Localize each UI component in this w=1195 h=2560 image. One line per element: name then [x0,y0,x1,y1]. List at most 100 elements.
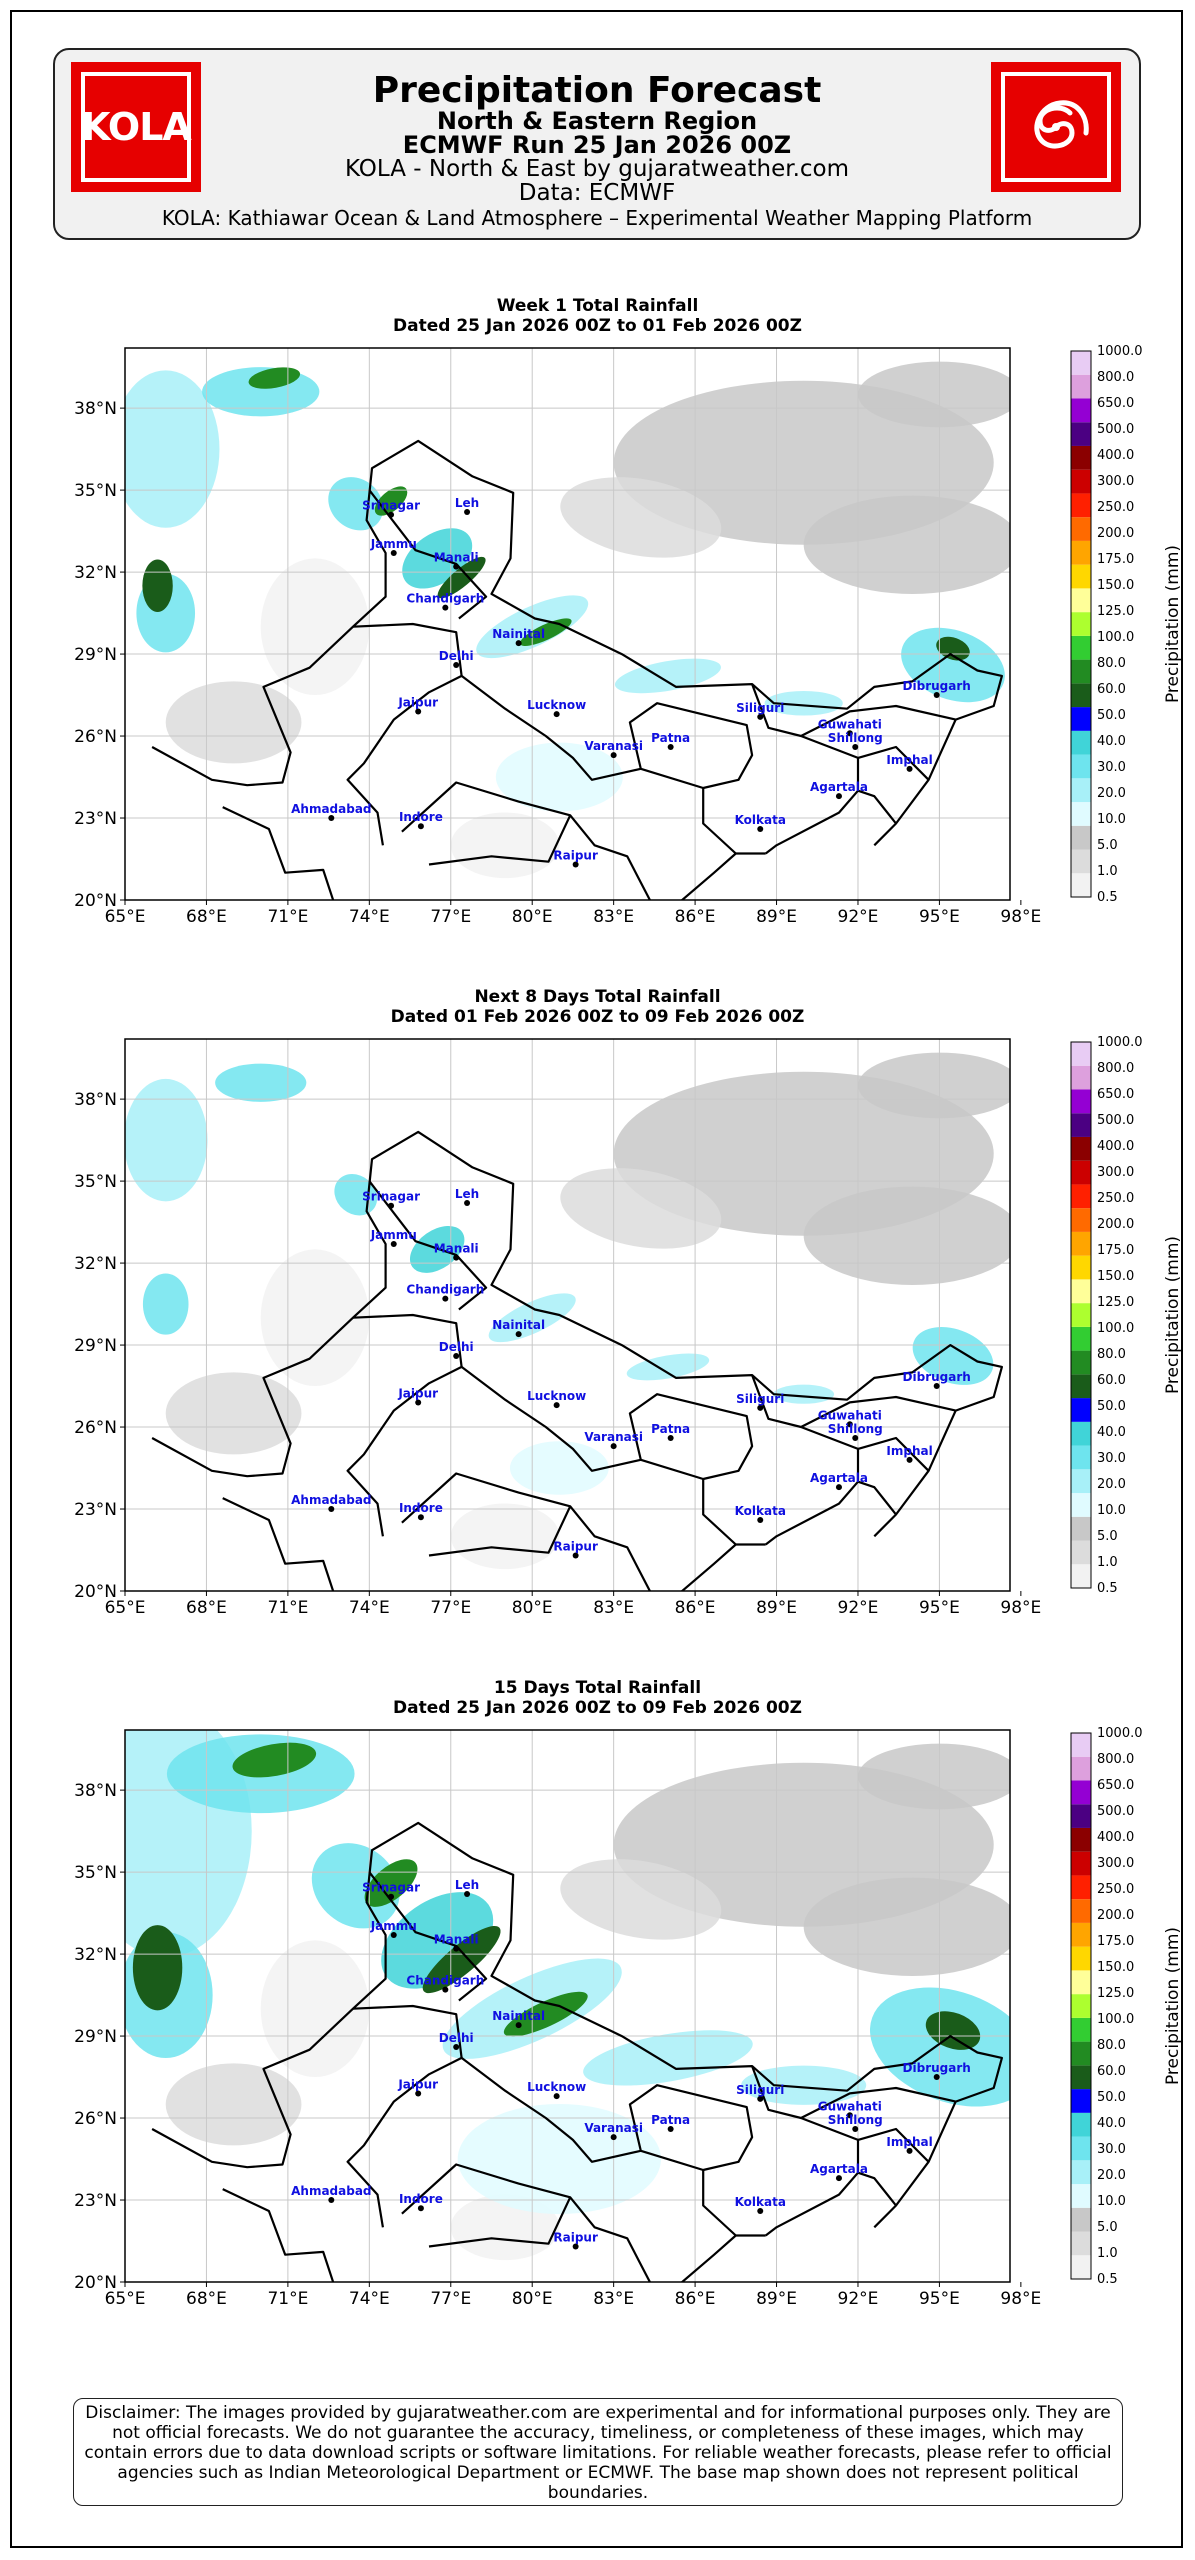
rainfall-contour [142,1273,189,1335]
city-label: Siliguri [736,1392,784,1406]
city-marker [464,1199,471,1206]
colorbar-swatch [1071,2089,1091,2113]
colorbar-level-label: 200.0 [1097,526,1134,541]
disclaimer-box: Disclaimer: The images provided by gujar… [73,2398,1123,2506]
city-marker [453,1945,460,1952]
colorbar-swatch [1071,2160,1091,2185]
colorbar-swatch [1071,1780,1091,1805]
city-marker [453,661,460,668]
rainfall-contour [583,2030,753,2086]
platform-line: KOLA: Kathiawar Ocean & Land Atmosphere … [161,206,1033,230]
colorbar-swatch [1071,1804,1091,1828]
rainfall-map-week1: Srinagar Leh Jammu Manali Chandigarh Nainital… [74,344,1183,927]
lat-tick-label: 26°N [74,727,117,747]
colorbar-swatch [1071,2112,1091,2137]
city-label: Varanasi [584,2121,643,2135]
colorbar-level-label: 800.0 [1097,370,1134,385]
city-label: Lucknow [527,698,586,712]
lon-tick-label: 71°E [267,1598,308,1618]
rainfall-contour [125,370,220,528]
lon-tick-label: 83°E [593,1598,634,1618]
page-title: Precipitation Forecast [372,70,822,111]
city-label: Srinagar [362,1190,420,1204]
lon-tick-label: 83°E [593,907,634,927]
city-label: Siliguri [736,701,784,715]
colorbar-level-label: 175.0 [1097,1243,1134,1258]
lon-tick-label: 89°E [756,2289,797,2309]
colorbar-frame [1070,1041,1092,1589]
lon-tick-label: 86°E [675,907,716,927]
colorbar-swatch [1071,659,1091,684]
lon-tick-label: 65°E [105,1598,146,1618]
colorbar-swatch [1071,1042,1091,1066]
city-label: Jaipur [397,695,438,709]
city-marker [388,1893,395,1900]
colorbar-level-label: 80.0 [1097,1347,1126,1362]
rainfall-contour [165,2063,302,2146]
rainfall-contour [741,2065,867,2105]
colorbar-swatch [1071,1756,1091,1781]
lon-tick-label: 74°E [349,1598,390,1618]
colorbar-level-label: 150.0 [1097,1269,1134,1284]
colorbar-level-label: 40.0 [1097,2116,1126,2131]
city-marker [417,2205,424,2212]
colorbar-swatch [1071,2231,1091,2256]
city-label: Lucknow [527,1389,586,1403]
colorbar-swatch [1071,778,1091,803]
city-label: Delhi [439,1340,474,1354]
colorbar-level-label: 100.0 [1097,630,1134,645]
colorbar-level-label: 200.0 [1097,1217,1134,1232]
lat-tick-label: 32°N [74,1945,117,1965]
colorbar-level-label: 500.0 [1097,1113,1134,1128]
colorbar-frame [1070,1732,1092,2280]
colorbar-swatch [1071,1136,1091,1161]
city-marker [415,708,422,715]
colorbar-level-label: 300.0 [1097,1856,1134,1871]
colorbar-level-label: 650.0 [1097,396,1134,411]
city-marker [553,1402,560,1409]
lon-tick-label: 71°E [267,907,308,927]
lon-tick-label: 80°E [512,907,553,927]
city-marker [835,793,842,800]
city-label: Agartala [810,2162,868,2176]
rainfall-contour [773,1384,835,1404]
colorbar-level-label: 0.5 [1097,1581,1118,1596]
rainfall-contour [495,742,623,812]
city-label: Patna [651,2113,690,2127]
city-marker [515,640,522,647]
colorbar-level-label: 175.0 [1097,1934,1134,1949]
boundary-line [857,2127,930,2163]
rainfall-map-next8days: Srinagar Leh Jammu Manali Chandigarh Nainital… [74,1035,1183,1618]
boundary-line [460,675,754,790]
city-marker [667,743,674,750]
colorbar-swatch [1071,2136,1091,2161]
rainfall-contour [901,627,1005,703]
source-line: KOLA - North & East by gujaratweather.co… [344,156,850,182]
city-marker [453,2043,460,2050]
rainfall-contour [503,1991,588,2037]
boundary-line [151,1821,1003,2229]
city-label: Chandigarh [406,592,484,606]
city-label: Delhi [439,2031,474,2045]
colorbar-swatch [1071,1089,1091,1114]
colorbar-swatch [1071,588,1091,613]
boundary-line [428,814,572,866]
city-marker [757,2095,764,2102]
colorbar-title: Precipitation (mm) [1163,1927,1183,2085]
rainfall-contour [857,1052,1010,1119]
colorbar-swatch [1071,730,1091,755]
colorbar-level-label: 800.0 [1097,1061,1134,1076]
city-label: Leh [455,1878,479,1892]
panel-3-title-block: 15 Days Total Rainfall Dated 25 Jan 2026… [0,1678,1195,1718]
city-label: Imphal [886,753,932,767]
lat-tick-label: 32°N [74,563,117,583]
city-label: Varanasi [584,1430,643,1444]
lon-tick-label: 74°E [349,907,390,927]
boundary-line [680,852,766,900]
colorbar-level-label: 400.0 [1097,448,1134,463]
colorbar-swatch [1071,1733,1091,1757]
kola-logo-text: KOLA [81,105,192,149]
header-box: KOLA Precipitation Forecast North & East… [53,48,1141,240]
colorbar-level-label: 650.0 [1097,1087,1134,1102]
spiral-cyclone-icon [991,62,1121,192]
